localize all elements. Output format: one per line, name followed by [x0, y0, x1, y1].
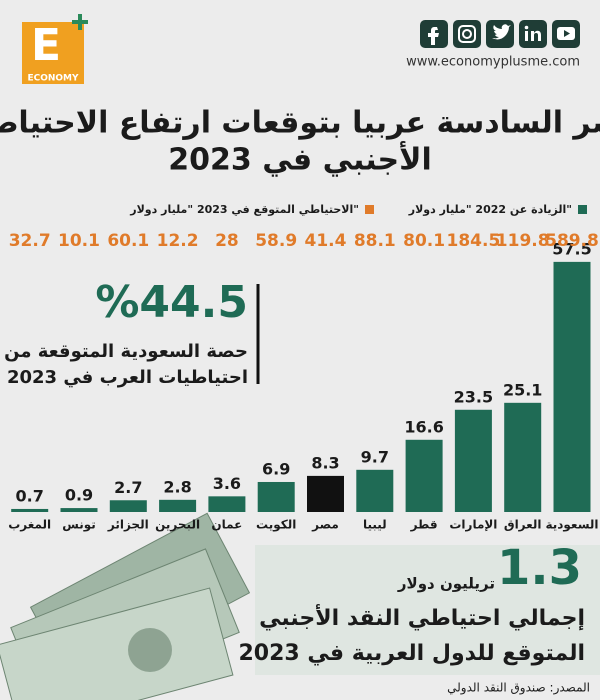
- icon-glyph: [462, 29, 472, 39]
- bar: [257, 481, 295, 512]
- logo-plus: [72, 14, 88, 30]
- reserve-value: 58.9: [255, 231, 297, 251]
- bar: [454, 409, 492, 512]
- bar: [504, 402, 542, 512]
- bar-value-label: 8.3: [311, 453, 339, 472]
- bar-value-label: 0.7: [16, 486, 44, 505]
- summary-text: إجمالي احتياطي النقد الأجنبي: [259, 603, 585, 631]
- bar-value-label: 2.8: [163, 477, 191, 496]
- reserve-value: 88.1: [354, 231, 396, 251]
- reserve-value: 10.1: [58, 231, 100, 251]
- bar-value-label: 9.7: [361, 447, 389, 466]
- bar-value-label: 16.6: [404, 417, 443, 436]
- bar-value-label: 23.5: [454, 387, 493, 406]
- legend-swatch: [365, 205, 374, 214]
- bar: [208, 496, 246, 512]
- reserve-value: 28: [215, 231, 239, 251]
- bar: [109, 500, 147, 512]
- bar: [11, 508, 49, 512]
- annotation-text: حصة السعودية المتوقعة من: [4, 341, 248, 362]
- reserve-value: 80.1: [403, 231, 445, 251]
- category-label: تونس: [62, 518, 96, 533]
- category-label: الجزائر: [107, 518, 149, 532]
- summary-panel: [255, 545, 600, 675]
- bar-value-label: 3.6: [213, 474, 241, 493]
- title-line: الأجنبي في 2023: [168, 141, 431, 178]
- annotation-value: %44.5: [95, 277, 248, 328]
- icon-glyph: [492, 24, 511, 40]
- category-label: الإمارات: [449, 518, 497, 532]
- bar: [159, 499, 197, 512]
- bar: [60, 508, 98, 512]
- icon-instagram[interactable]: [453, 20, 481, 48]
- icon-glyph: [525, 30, 541, 41]
- bar-value-label: 2.7: [114, 478, 142, 497]
- icon-glyph: [428, 27, 439, 45]
- reserve-value: 32.7: [9, 231, 51, 251]
- reserve-value: 12.2: [157, 231, 199, 251]
- logo-letter: E: [31, 20, 61, 71]
- bar: [356, 469, 394, 512]
- bar: [307, 475, 344, 512]
- reserve-value: 41.4: [305, 231, 347, 251]
- legend-label: الزيادة عن 2022 "مليار دولار": [408, 203, 572, 216]
- source: المصدر: صندوق النقد الدولي: [447, 681, 590, 696]
- bar: [405, 439, 443, 512]
- annotation-text: احتياطيات العرب في 2023: [7, 367, 248, 388]
- category-label: المغرب: [8, 518, 51, 532]
- legend-swatch: [578, 205, 587, 214]
- icon-glyph: [524, 25, 529, 30]
- bar-value-label: 25.1: [503, 380, 542, 399]
- logo-text: ECONOMY: [27, 74, 79, 84]
- category-label: الكويت: [256, 518, 296, 533]
- website: www.economyplusme.com: [406, 55, 580, 70]
- bar-value-label: 6.9: [262, 459, 290, 478]
- category-label: البحرين: [155, 518, 200, 532]
- title-line: مصر السادسة عربيا بتوقعات ارتفاع الاحتيا…: [0, 106, 600, 141]
- category-label: ليبيا: [363, 518, 387, 532]
- money-illustration: [0, 512, 251, 700]
- banknote-seal: [128, 628, 172, 672]
- reserve-value: 184.5: [447, 231, 501, 251]
- reserve-value: 119.8: [496, 231, 550, 251]
- summary-unit: تريليون دولار: [397, 575, 495, 593]
- icon-glyph: [564, 30, 570, 37]
- category-label: مصر: [311, 518, 339, 532]
- banknote: [0, 587, 234, 700]
- category-label: العراق: [504, 518, 542, 532]
- category-label: قطر: [410, 518, 438, 532]
- reserve-value: 60.1: [107, 231, 149, 251]
- bar-value-label: 0.9: [65, 486, 93, 505]
- legend-label: الاحتياطي المتوقع في 2023 "مليار دولار": [129, 203, 359, 216]
- summary-value: 1.3: [497, 540, 582, 596]
- bar: [553, 261, 591, 512]
- category-label: عمان: [211, 518, 242, 532]
- icon-glyph: [458, 25, 476, 43]
- social-icons: [420, 20, 580, 48]
- reserve-value: 589.8: [545, 231, 599, 251]
- summary-text: المتوقع للدول العربية في 2023: [239, 641, 586, 666]
- logo-box: [22, 22, 84, 84]
- bar-value-label: 57.5: [552, 239, 591, 258]
- category-label: السعودية: [545, 518, 598, 533]
